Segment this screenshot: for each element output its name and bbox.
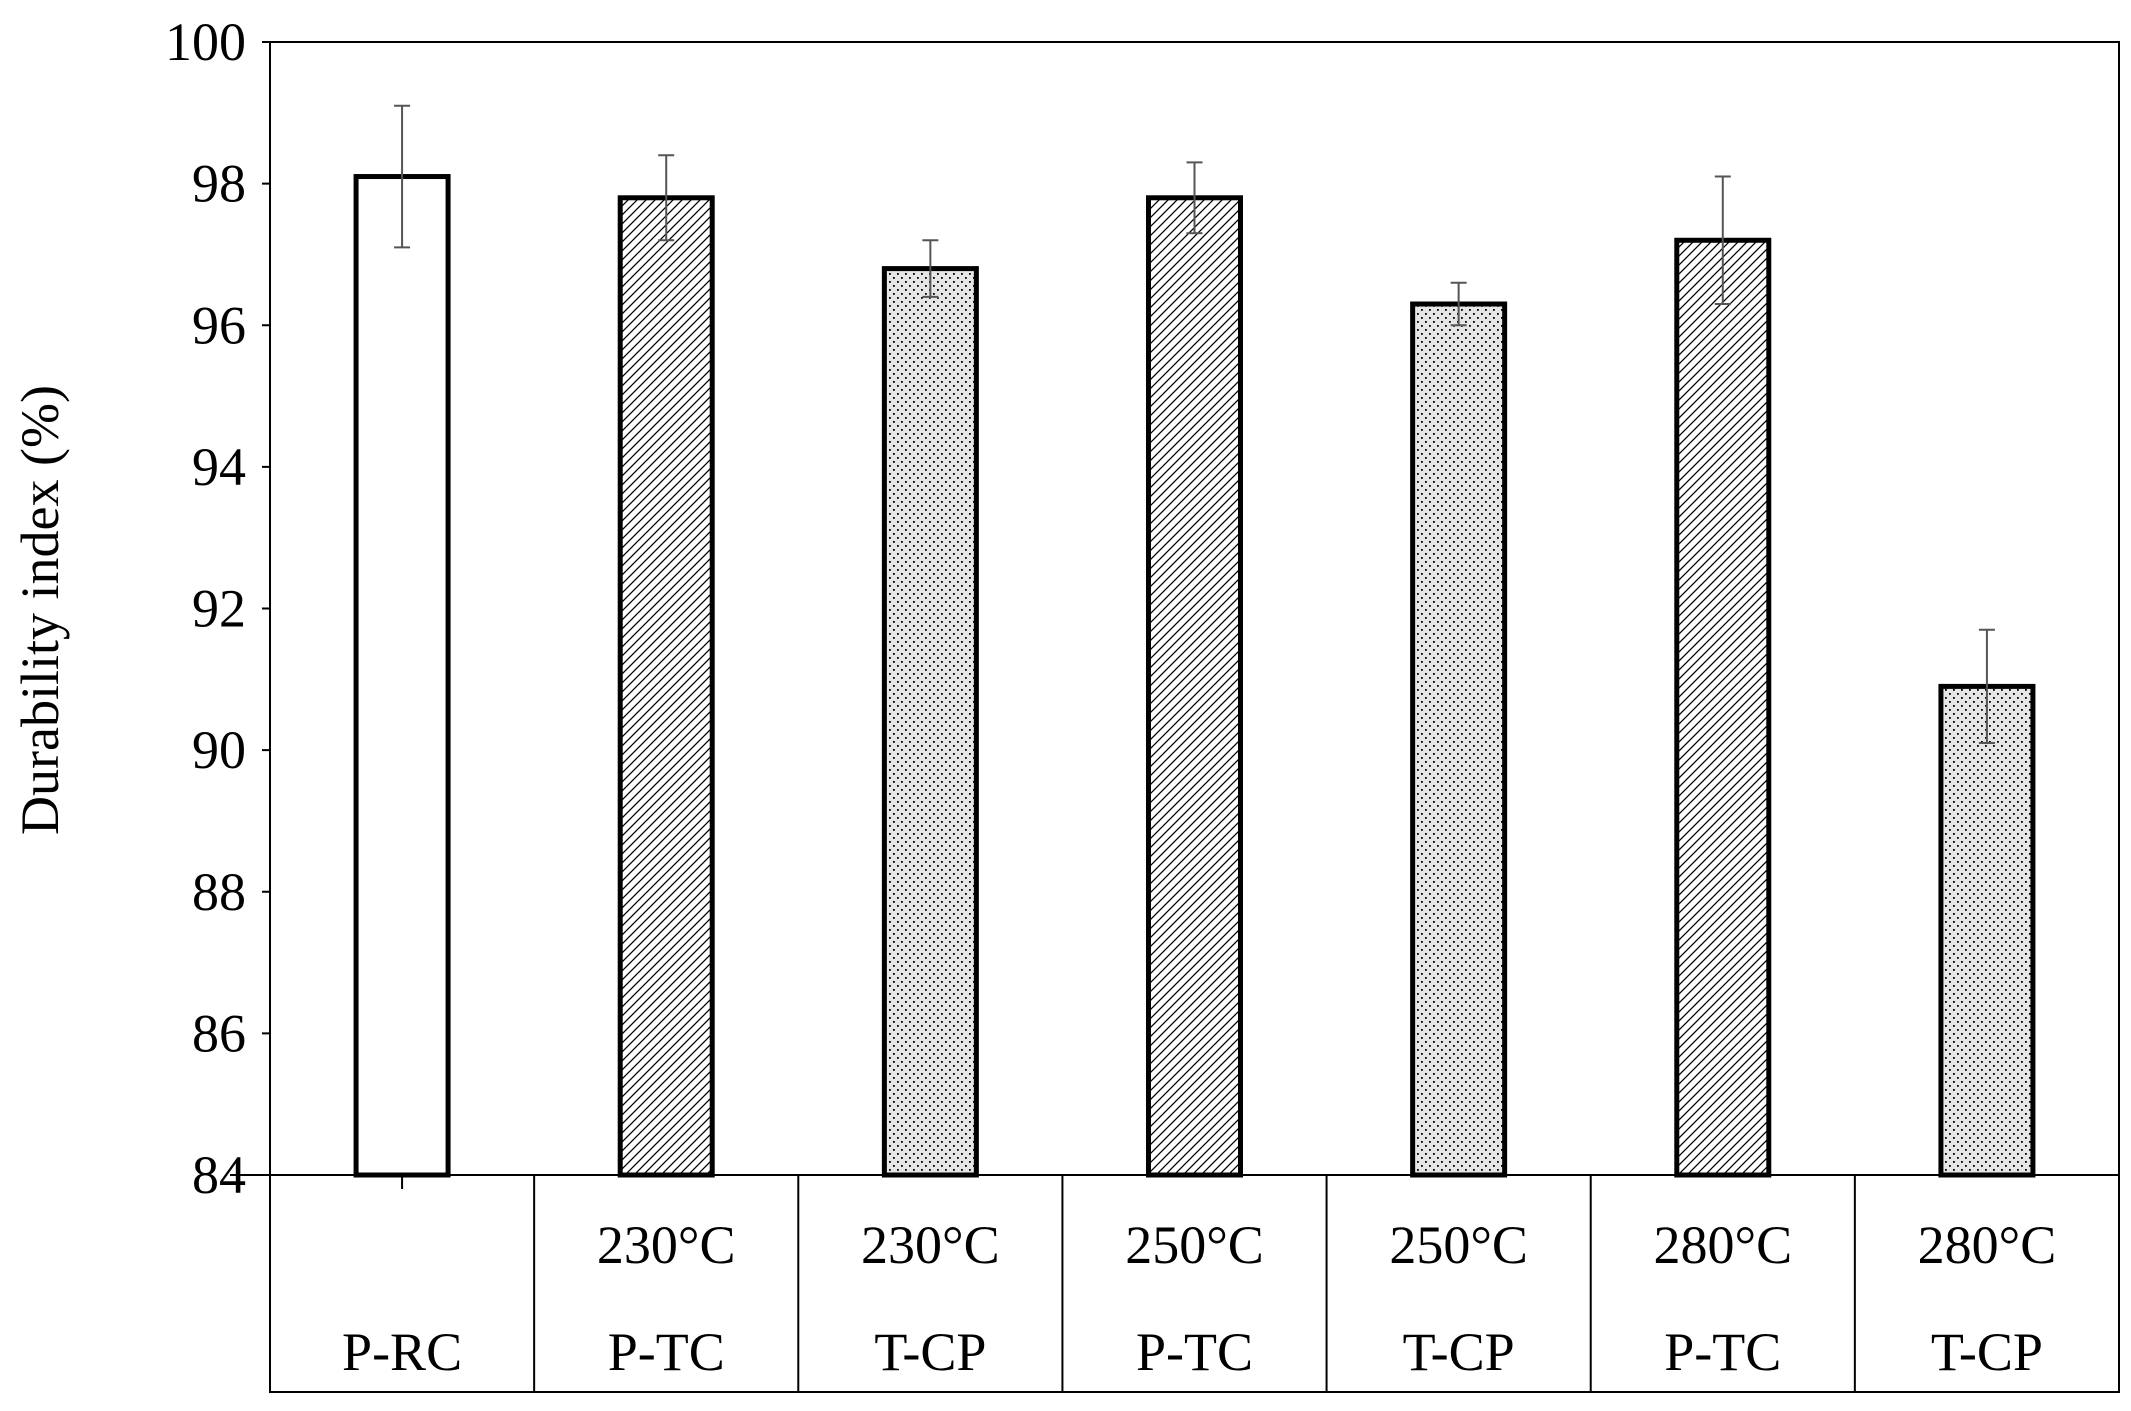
bar xyxy=(1938,683,2036,1178)
category-table: P-RC 230°C P-TC 230°C T-CP 250°C P-TC 250°C T-CP… xyxy=(342,1175,2056,1392)
y-tick-label: 88 xyxy=(192,862,246,922)
category-label-top: 250°C xyxy=(1125,1215,1264,1275)
category-label-bottom: T-CP xyxy=(1931,1322,2043,1382)
y-tick-label: 84 xyxy=(192,1145,246,1205)
y-tick-label: 96 xyxy=(192,295,246,355)
category-label-bottom: P-TC xyxy=(1664,1322,1781,1382)
category-label-top: 230°C xyxy=(597,1215,736,1275)
bar xyxy=(881,266,979,1178)
category-label-bottom: T-CP xyxy=(1403,1322,1515,1382)
category-label-top: 280°C xyxy=(1918,1215,2057,1275)
bar xyxy=(1674,237,1772,1178)
y-tick-label: 90 xyxy=(192,720,246,780)
error-bars xyxy=(394,104,1995,745)
y-tick-label: 92 xyxy=(192,579,246,639)
category-label-bottom: P-TC xyxy=(1136,1322,1253,1382)
bar xyxy=(1146,195,1243,1178)
category-label-bottom: P-TC xyxy=(608,1322,725,1382)
category-label-top: 250°C xyxy=(1389,1215,1528,1275)
category-label-bottom: T-CP xyxy=(874,1322,986,1382)
y-tick-label: 86 xyxy=(192,1003,246,1063)
category-label-top: 280°C xyxy=(1653,1215,1792,1275)
y-axis-label: Durability index (%) xyxy=(10,385,70,835)
y-tick-label: 98 xyxy=(192,154,246,214)
bar xyxy=(617,195,715,1178)
bar xyxy=(1410,301,1508,1178)
category-label-bottom: P-RC xyxy=(342,1322,462,1382)
category-label-top: 230°C xyxy=(861,1215,1000,1275)
bar xyxy=(353,174,451,1178)
y-tick-label: 94 xyxy=(192,437,246,497)
y-tick-label: 100 xyxy=(165,12,246,72)
y-axis-ticks: 84 86 88 90 92 94 96 98 100 xyxy=(165,12,270,1205)
bars xyxy=(353,174,2036,1178)
